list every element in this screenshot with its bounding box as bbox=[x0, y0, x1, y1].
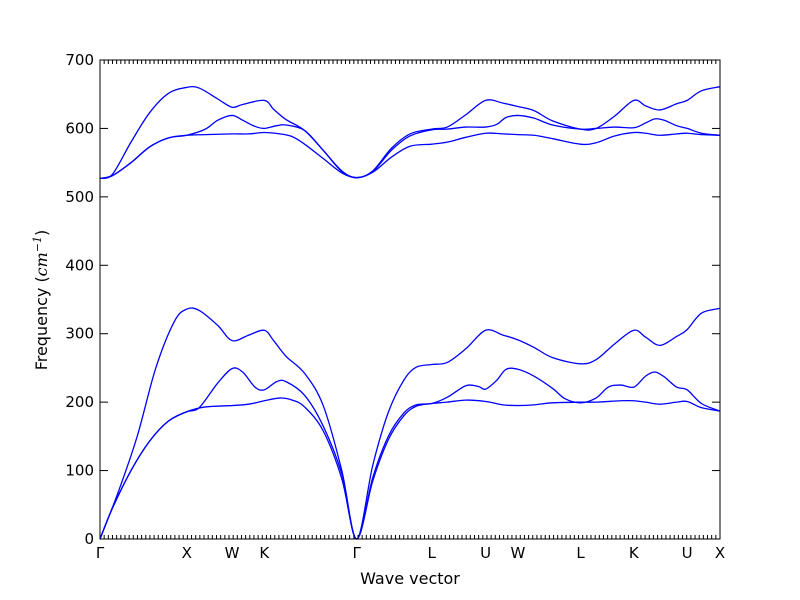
series-line-5 bbox=[99, 114, 721, 180]
y-tick-label: 700 bbox=[65, 51, 94, 69]
y-tick-label: 500 bbox=[65, 188, 94, 206]
x-tick-label: Γ bbox=[353, 544, 362, 562]
series-line-2 bbox=[99, 367, 721, 540]
x-tick-label: W bbox=[225, 544, 240, 562]
x-tick-label: K bbox=[629, 544, 640, 562]
plot-frame bbox=[99, 59, 721, 540]
y-axis-label-unit-exponent: −1 bbox=[31, 236, 44, 252]
y-tick-label: 0 bbox=[84, 530, 94, 548]
x-tick-label: L bbox=[576, 544, 585, 562]
x-tick-label: X bbox=[182, 544, 192, 562]
y-axis-label-unit: cm bbox=[32, 252, 51, 276]
y-axis-label: Frequency (cm−1) bbox=[31, 230, 51, 371]
y-axis-label-paren-close: ) bbox=[32, 230, 51, 236]
series-line-6 bbox=[99, 131, 721, 180]
x-tick-label: U bbox=[480, 544, 491, 562]
y-tick-label: 300 bbox=[65, 325, 94, 343]
x-tick-label: U bbox=[682, 544, 693, 562]
y-tick-label: 100 bbox=[65, 462, 94, 480]
y-axis-label-paren-open: ( bbox=[32, 276, 51, 287]
y-tick-label: 400 bbox=[65, 256, 94, 274]
x-tick-label: Γ bbox=[96, 544, 105, 562]
x-tick-label: W bbox=[510, 544, 525, 562]
x-tick-label: X bbox=[715, 544, 725, 562]
series-line-4 bbox=[99, 85, 721, 180]
x-tick-label: L bbox=[428, 544, 437, 562]
series-line-1 bbox=[99, 307, 721, 540]
series-group bbox=[99, 85, 721, 540]
y-tick-label: 200 bbox=[65, 393, 94, 411]
x-axis-label: Wave vector bbox=[360, 569, 460, 588]
series-line-3 bbox=[99, 397, 721, 540]
y-axis-label-text: Frequency bbox=[32, 288, 51, 371]
y-tick-label: 600 bbox=[65, 119, 94, 137]
x-tick-label: K bbox=[259, 544, 270, 562]
y-ticks: 0 100 200 300 400 500 600 700 bbox=[65, 51, 720, 548]
